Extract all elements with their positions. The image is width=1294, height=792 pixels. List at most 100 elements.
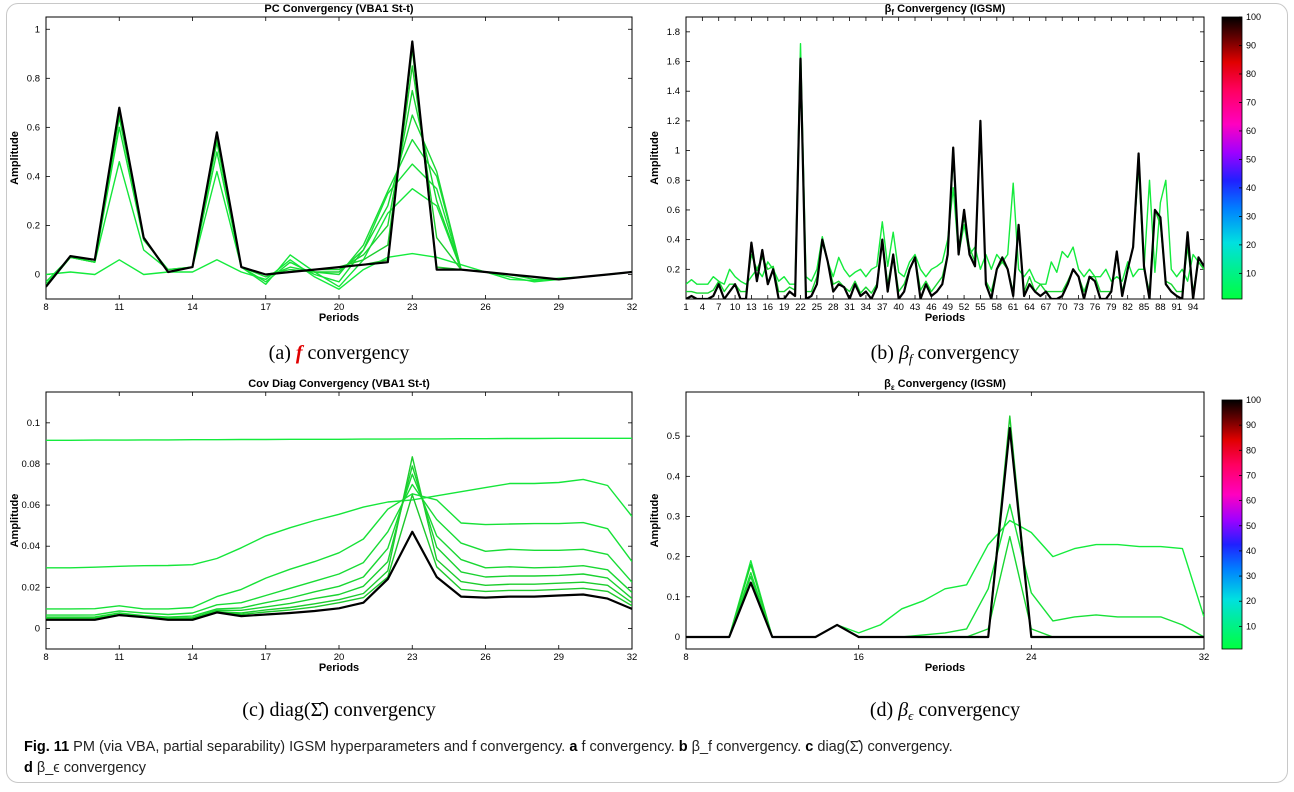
x-tick-label: 7 [716,302,721,313]
series-group [686,43,1204,299]
colorbar-tick-label: 70 [1246,470,1256,480]
y-axis-label: Amplitude [649,494,661,548]
x-tick-label: 17 [260,302,271,313]
y-tick-label: 1.8 [667,27,680,38]
x-tick-label: 1 [683,302,688,313]
x-tick-label: 23 [407,302,418,313]
colorbar-tick-label: 40 [1246,546,1256,556]
chart-a: PC Convergency (VBA1 St-t) 8 11 14 17 20 23 26 2… [9,3,637,324]
colorbar-tick-label: 100 [1246,12,1261,22]
x-tick-label: 52 [959,302,970,313]
subcaption: (b) βf convergency [871,342,1020,366]
x-tick-label: 25 [812,302,823,313]
x-tick-label: 29 [553,302,564,313]
y-tick-label: 0 [35,269,40,280]
caption-main-text: PM (via VBA, partial separability) IGSM … [73,739,566,755]
series-group [686,415,1204,639]
y-tick-label: 0.2 [667,552,680,563]
plot-area [45,391,633,650]
y-tick-label: 1 [35,24,40,35]
y-tick-label: 1.2 [667,116,680,127]
x-tick-label: 79 [1106,302,1117,313]
colorbar-tick-label: 20 [1246,596,1256,606]
y-tick-label: 0 [675,632,680,643]
x-tick-label: 19 [779,302,790,313]
x-tick-label: 20 [334,652,345,663]
x-tick-label: 88 [1155,302,1166,313]
y-tick-label: 0.4 [667,235,680,246]
y-tick-label: 0.04 [22,541,41,552]
colorbar [1221,16,1243,300]
x-tick-label: 14 [187,302,198,313]
y-tick-label: 0.3 [667,511,680,522]
x-tick-label: 91 [1171,302,1182,313]
y-tick-label: 0.02 [22,582,41,593]
x-tick-label: 8 [43,652,48,663]
x-tick-label: 4 [700,302,705,313]
x-tick-label: 29 [553,652,564,663]
x-tick-label: 43 [910,302,921,313]
x-tick-label: 34 [861,302,872,313]
x-tick-label: 61 [1008,302,1019,313]
x-tick-label: 58 [992,302,1003,313]
y-tick-label: 0.6 [667,205,680,216]
series-line [46,126,632,285]
colorbar-tick-label: 10 [1246,268,1256,278]
chart-b: βf Convergency (IGSM) 1 4 7 10 13 16 19 22 25 28 31… [649,3,1261,324]
colorbar-tick-label: 30 [1246,211,1256,221]
x-tick-label: 76 [1090,302,1101,313]
y-tick-label: 1 [675,146,680,157]
y-tick-label: 0.1 [27,418,40,429]
x-axis-label: Periods [319,662,359,674]
x-tick-label: 26 [480,302,491,313]
colorbar-tick-label: 90 [1246,40,1256,50]
y-tick-label: 1.6 [667,57,680,68]
chart-d: βε Convergency (IGSM) 8 16 24 32 0 0.1 0.2 0.3 0.… [649,378,1261,674]
x-tick-label: 67 [1041,302,1052,313]
x-tick-label: 16 [853,652,864,663]
x-tick-label: 11 [114,652,124,663]
subcaption: (a) f convergency [269,342,410,364]
x-tick-label: 37 [877,302,888,313]
series-line-final [686,427,1204,639]
x-tick-label: 14 [187,652,198,663]
y-tick-label: 0.8 [27,73,40,84]
series-line [46,473,632,618]
series-line [46,437,632,441]
caption-part-c: diag(Σ̂) convergency. [817,739,953,755]
colorbar-tick-label: 70 [1246,97,1256,107]
x-tick-label: 11 [114,302,124,313]
x-tick-label: 23 [407,652,418,663]
chart-title: Cov Diag Convergency (VBA1 St-t) [248,378,430,390]
series-group [46,40,632,290]
series-line [46,160,632,288]
figure-frame [6,3,1288,783]
y-axis-label: Amplitude [649,131,661,185]
chart-title: βf Convergency (IGSM) [885,3,1006,17]
colorbar-tick-label: 10 [1246,621,1256,631]
caption-part-d: β_ϵ convergency [36,760,146,776]
colorbar-tick-label: 20 [1246,240,1256,250]
x-axis-label: Periods [925,662,965,674]
colorbar-tick-label: 60 [1246,496,1256,506]
chart-c: Cov Diag Convergency (VBA1 St-t) 8 11 14 17 2… [9,378,637,674]
x-tick-label: 32 [627,652,638,663]
series-line [46,493,632,610]
x-axis-label: Periods [319,312,359,324]
caption-part-b: β_f convergency. [691,739,802,755]
series-line-final [46,40,632,288]
x-tick-label: 40 [893,302,904,313]
colorbar-tick-label: 50 [1246,521,1256,531]
colorbar-tick-label: 60 [1246,126,1256,136]
colorbar-tick-label: 100 [1246,395,1261,405]
x-tick-label: 22 [795,302,806,313]
y-tick-label: 0.06 [22,500,41,511]
caption-fig-label: Fig. 11 [24,739,70,755]
y-tick-label: 0.08 [22,459,41,470]
y-tick-label: 0.2 [667,264,680,275]
series-group [46,437,632,621]
series-line [46,483,632,616]
y-tick-label: 0.1 [667,592,680,603]
y-tick-label: 0.4 [667,471,680,482]
